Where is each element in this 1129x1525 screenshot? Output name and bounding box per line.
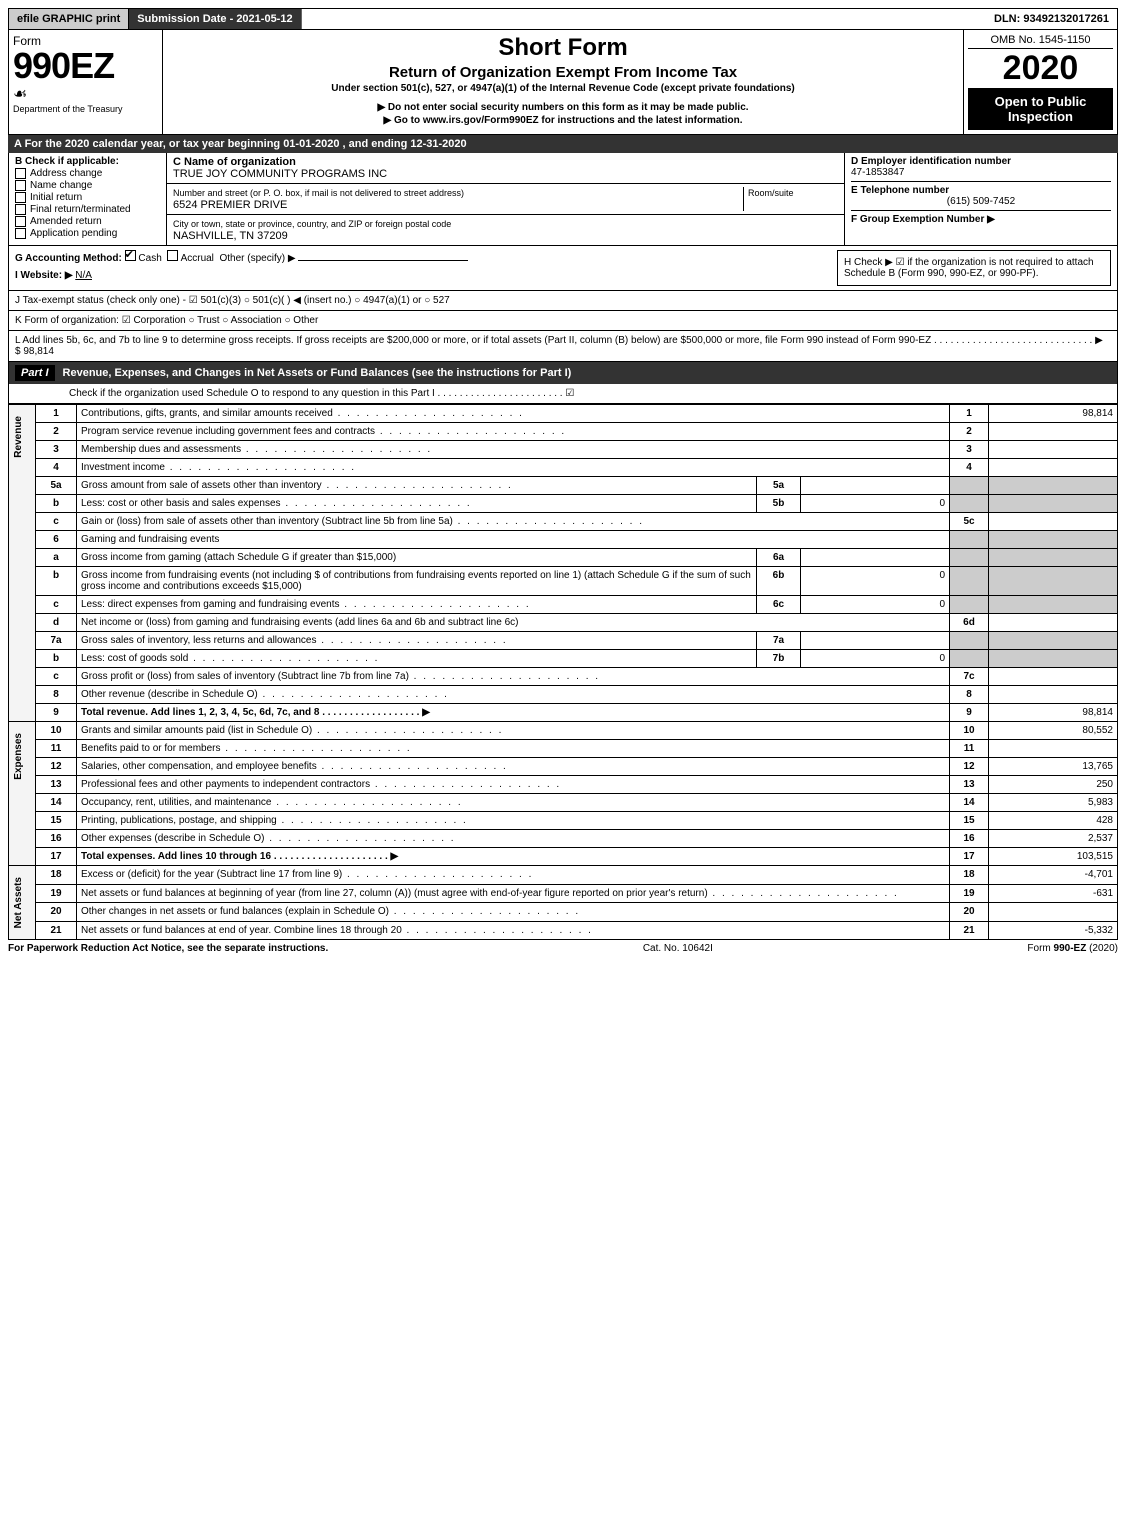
b-label: B Check if applicable:	[15, 156, 119, 167]
h-text: H Check ▶ ☑ if the organization is not r…	[844, 257, 1094, 279]
g-label: G Accounting Method:	[15, 253, 122, 264]
chk-cash[interactable]	[125, 250, 136, 261]
section-g-h: G Accounting Method: Cash Accrual Other …	[8, 246, 1118, 291]
dept-label: Department of the Treasury	[13, 104, 158, 114]
revenue-side-label: Revenue	[13, 408, 24, 466]
line-17-amount: 103,515	[989, 848, 1118, 866]
dln-label: DLN: 93492132017261	[986, 9, 1117, 29]
section-b: B Check if applicable: Address change Na…	[9, 153, 167, 245]
chk-amended-return[interactable]	[15, 216, 26, 227]
form-number: 990EZ	[13, 48, 158, 84]
line-21-amount: -5,332	[989, 921, 1118, 940]
section-k: K Form of organization: ☑ Corporation ○ …	[8, 311, 1118, 331]
f-label: F Group Exemption Number ▶	[851, 214, 995, 225]
org-name: TRUE JOY COMMUNITY PROGRAMS INC	[173, 168, 387, 180]
footer-right: Form 990-EZ (2020)	[1027, 943, 1118, 954]
form-title: Short Form	[169, 34, 957, 62]
h-box: H Check ▶ ☑ if the organization is not r…	[837, 250, 1111, 286]
page-footer: For Paperwork Reduction Act Notice, see …	[8, 940, 1118, 957]
under-section-text: Under section 501(c), 527, or 4947(a)(1)…	[169, 83, 957, 94]
section-a-bar: A For the 2020 calendar year, or tax yea…	[8, 135, 1118, 153]
part-1-check: Check if the organization used Schedule …	[8, 384, 1118, 404]
d-label: D Employer identification number	[851, 156, 1111, 167]
netassets-side-label: Net Assets	[13, 869, 24, 936]
line-1-amount: 98,814	[989, 405, 1118, 423]
street-value: 6524 PREMIER DRIVE	[173, 199, 287, 211]
ssn-warning: ▶ Do not enter social security numbers o…	[169, 102, 957, 113]
c-label: C Name of organization	[173, 156, 296, 168]
street-label: Number and street (or P. O. box, if mail…	[173, 188, 464, 198]
line-9-amount: 98,814	[989, 704, 1118, 722]
chk-final-return[interactable]	[15, 204, 26, 215]
tax-year: 2020	[968, 51, 1113, 85]
footer-left: For Paperwork Reduction Act Notice, see …	[8, 943, 328, 954]
form-header: Form 990EZ ☙ Department of the Treasury …	[8, 30, 1118, 135]
part-1-table: Revenue 1Contributions, gifts, grants, a…	[8, 404, 1118, 940]
chk-name-change[interactable]	[15, 180, 26, 191]
efile-print-button[interactable]: efile GRAPHIC print	[9, 9, 129, 29]
i-label: I Website: ▶	[15, 270, 73, 281]
e-label: E Telephone number	[851, 185, 949, 196]
goto-link[interactable]: ▶ Go to www.irs.gov/Form990EZ for instru…	[169, 115, 957, 126]
chk-application-pending[interactable]	[15, 228, 26, 239]
omb-number: OMB No. 1545-1150	[968, 34, 1113, 49]
part-1-tag: Part I	[15, 365, 55, 381]
open-public-inspection: Open to Public Inspection	[968, 88, 1113, 130]
ein-value: 47-1853847	[851, 167, 1111, 178]
chk-address-change[interactable]	[15, 168, 26, 179]
footer-mid: Cat. No. 10642I	[643, 943, 713, 954]
website-value: N/A	[75, 270, 92, 281]
city-value: NASHVILLE, TN 37209	[173, 230, 288, 242]
section-d-e-f: D Employer identification number 47-1853…	[844, 153, 1117, 245]
section-l: L Add lines 5b, 6c, and 7b to line 9 to …	[8, 331, 1118, 362]
expenses-side-label: Expenses	[13, 725, 24, 788]
room-label: Room/suite	[748, 188, 794, 198]
section-j: J Tax-exempt status (check only one) - ☑…	[8, 291, 1118, 311]
section-c: C Name of organization TRUE JOY COMMUNIT…	[167, 153, 844, 245]
topbar: efile GRAPHIC print Submission Date - 20…	[8, 8, 1118, 30]
submission-date-button[interactable]: Submission Date - 2021-05-12	[129, 9, 301, 29]
chk-accrual[interactable]	[167, 250, 178, 261]
part-1-header: Part I Revenue, Expenses, and Changes in…	[8, 362, 1118, 384]
form-subtitle: Return of Organization Exempt From Incom…	[169, 64, 957, 81]
city-label: City or town, state or province, country…	[173, 219, 451, 229]
chk-initial-return[interactable]	[15, 192, 26, 203]
part-1-title: Revenue, Expenses, and Changes in Net As…	[63, 367, 572, 379]
phone-value: (615) 509-7452	[851, 196, 1111, 207]
